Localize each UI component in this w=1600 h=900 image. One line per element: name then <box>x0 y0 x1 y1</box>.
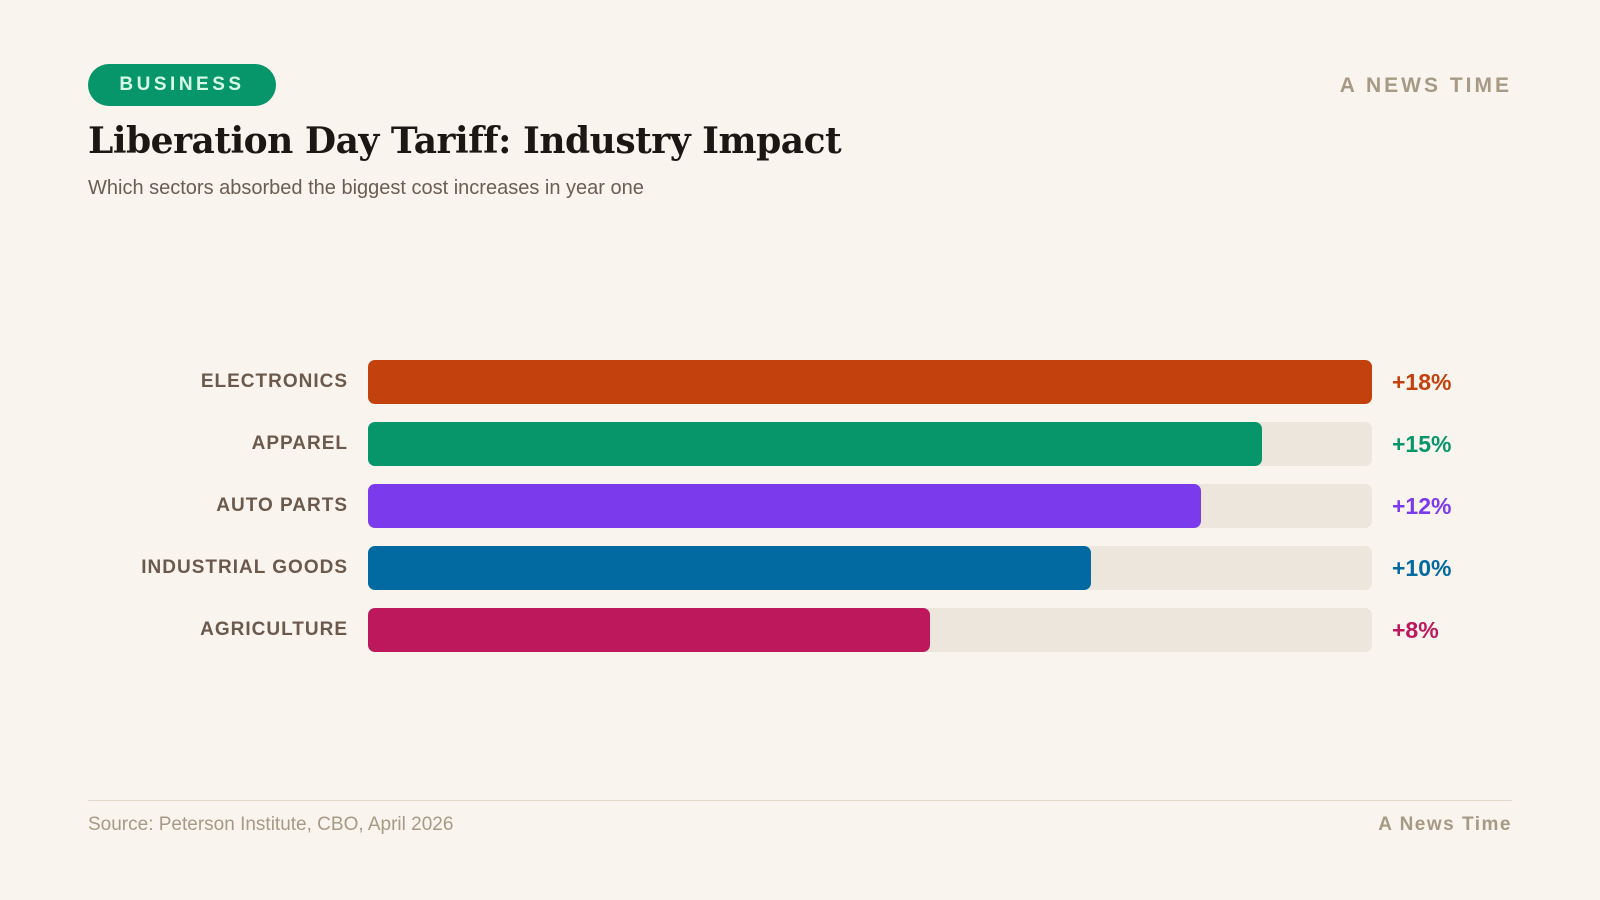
bar-row: APPAREL +15% <box>0 422 1600 466</box>
footer-brand: A News Time <box>1378 814 1512 835</box>
category-label: AUTO PARTS <box>216 495 348 516</box>
bar-row: AGRICULTURE +8% <box>0 608 1600 652</box>
category-tag: BUSINESS <box>88 64 276 106</box>
bar-row: ELECTRONICS +18% <box>0 360 1600 404</box>
chart-subtitle: Which sectors absorbed the biggest cost … <box>88 177 644 199</box>
bar <box>368 608 931 652</box>
category-label: ELECTRONICS <box>200 371 348 392</box>
bar <box>368 546 1091 590</box>
category-label: AGRICULTURE <box>200 619 348 640</box>
bar-row: AUTO PARTS +12% <box>0 484 1600 528</box>
bar-row: INDUSTRIAL GOODS +10% <box>0 546 1600 590</box>
bar-track <box>368 546 1372 590</box>
bar <box>368 484 1202 528</box>
value-label: +10% <box>1392 555 1452 581</box>
bar <box>368 360 1372 404</box>
footer-divider <box>88 800 1512 801</box>
source-note: Source: Peterson Institute, CBO, April 2… <box>88 814 454 835</box>
value-label: +18% <box>1392 369 1452 395</box>
bar-track <box>368 484 1372 528</box>
chart-title: Liberation Day Tariff: Industry Impact <box>88 120 842 162</box>
bar-track <box>368 422 1372 466</box>
category-label: APPAREL <box>251 433 348 454</box>
brand-logo: A NEWS TIME <box>1339 74 1512 97</box>
bar-track <box>368 360 1372 404</box>
value-label: +12% <box>1392 493 1452 519</box>
value-label: +15% <box>1392 431 1452 457</box>
bar-track <box>368 608 1372 652</box>
bar <box>368 422 1262 466</box>
category-label: INDUSTRIAL GOODS <box>141 557 348 578</box>
value-label: +8% <box>1392 617 1439 643</box>
category-tag-label: BUSINESS <box>119 74 245 95</box>
